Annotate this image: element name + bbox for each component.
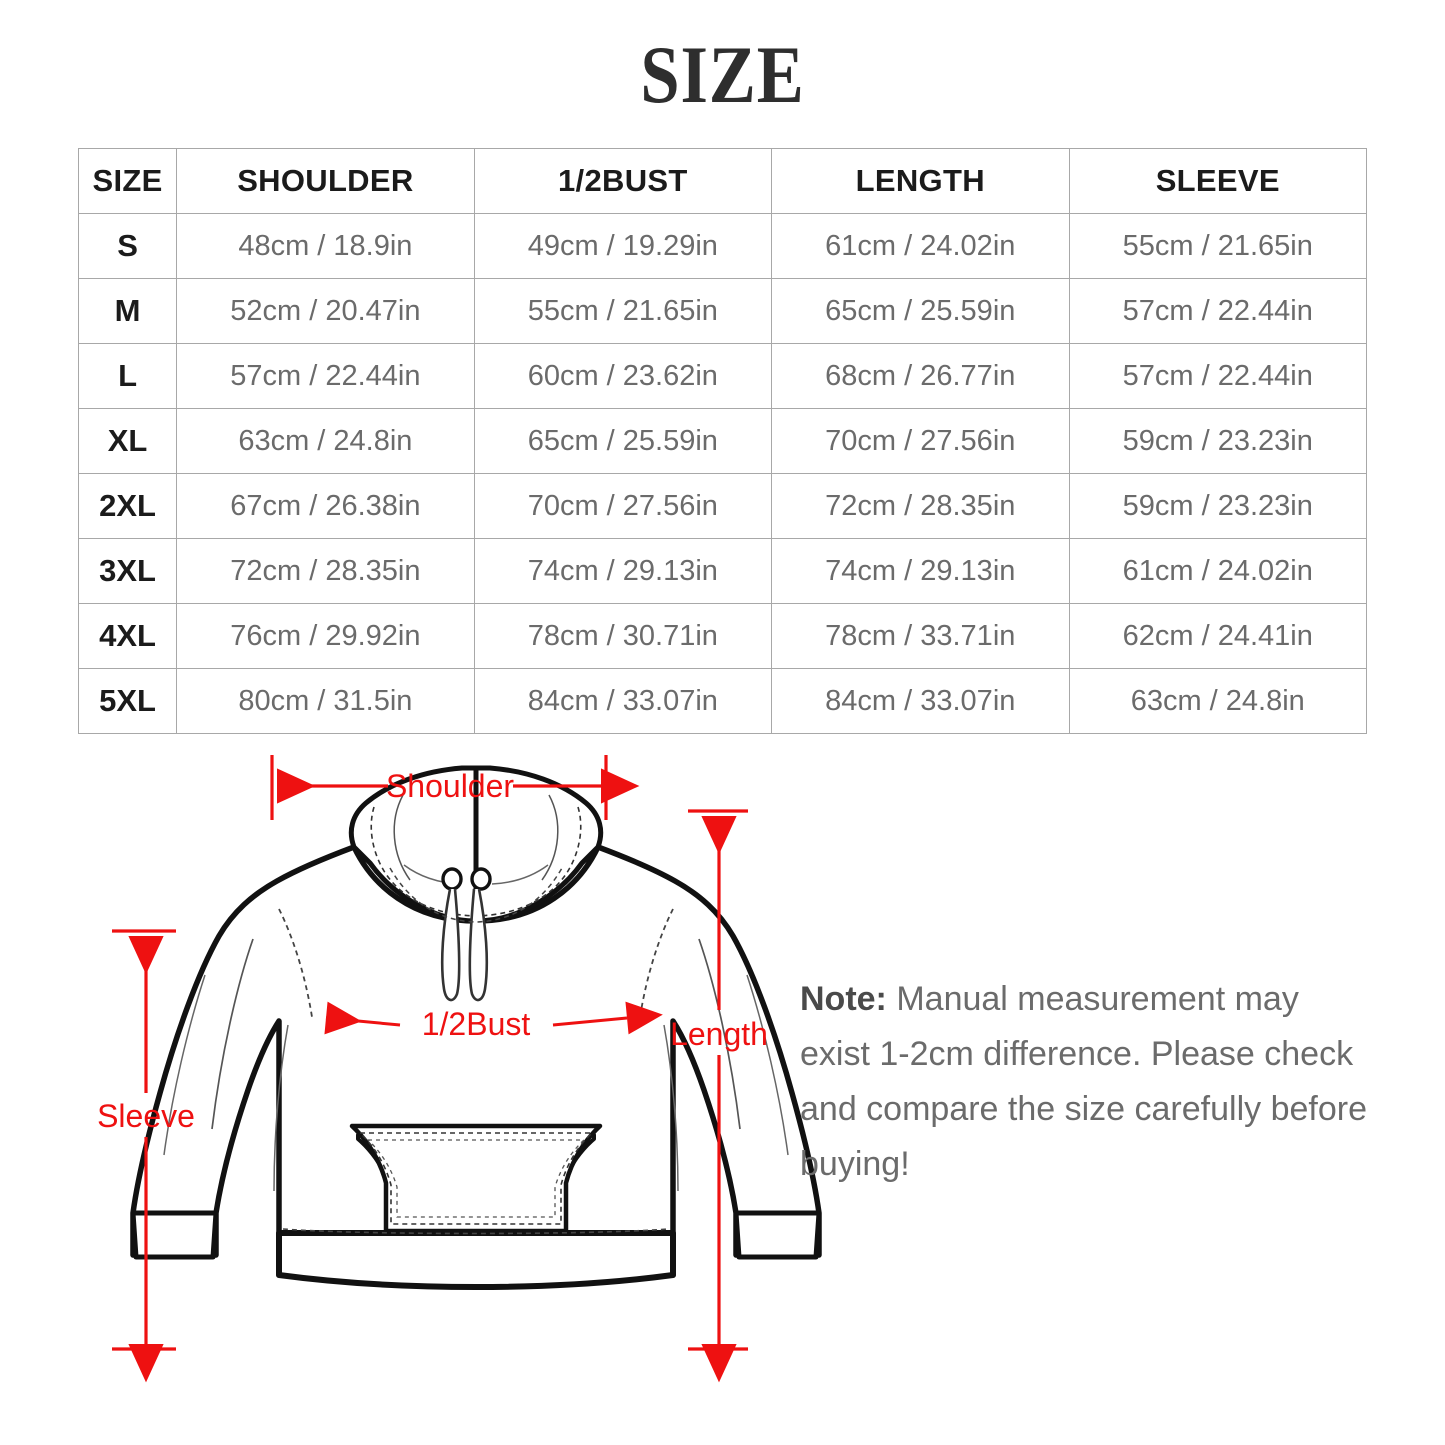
hood-right-fold (541, 794, 559, 881)
cell-sleeve: 55cm / 21.65in (1068, 213, 1367, 279)
cell-bust: 60cm / 23.62in (473, 343, 773, 409)
cell-shoulder: 63cm / 24.8in (176, 408, 475, 474)
cell-length: 78cm / 33.71in (771, 603, 1070, 669)
table-header-row: SIZE SHOULDER 1/2BUST LENGTH SLEEVE (77, 148, 1367, 214)
cell-size: S (77, 213, 178, 279)
cell-length: 84cm / 33.07in (771, 668, 1070, 734)
length-measurement-annotation: Length (670, 809, 768, 1383)
cell-shoulder: 76cm / 29.92in (176, 603, 475, 669)
cell-sleeve: 59cm / 23.23in (1068, 408, 1367, 474)
cell-bust: 74cm / 29.13in (473, 538, 773, 604)
column-header-shoulder: SHOULDER (176, 148, 475, 214)
column-header-size: SIZE (77, 148, 178, 214)
cell-sleeve: 62cm / 24.41in (1068, 603, 1367, 669)
size-chart-table: SIZE SHOULDER 1/2BUST LENGTH SLEEVE S 48… (77, 148, 1367, 734)
cell-sleeve: 63cm / 24.8in (1068, 668, 1367, 734)
drawstring-right (468, 888, 489, 1002)
cell-shoulder: 48cm / 18.9in (176, 213, 475, 279)
cell-sleeve: 57cm / 22.44in (1068, 278, 1367, 344)
page-title: SIZE (640, 29, 805, 120)
table-row: 4XL 76cm / 29.92in 78cm / 30.71in 78cm /… (77, 603, 1367, 669)
hood-left-fold (393, 794, 411, 881)
table-row: XL 63cm / 24.8in 65cm / 25.59in 70cm / 2… (77, 408, 1367, 474)
table-row: 3XL 72cm / 28.35in 74cm / 29.13in 74cm /… (77, 538, 1367, 604)
cell-shoulder: 72cm / 28.35in (176, 538, 475, 604)
body-left-drape (273, 1024, 289, 1192)
cell-sleeve: 59cm / 23.23in (1068, 473, 1367, 539)
hood-right-stitch (475, 806, 582, 917)
hood-left-stitch (370, 806, 477, 917)
body-right-drape (663, 1024, 679, 1192)
shoulder-measurement-annotation: Shoulder (270, 755, 640, 820)
cuff-left (130, 1210, 219, 1260)
kangaroo-pocket-outline (349, 1123, 603, 1234)
note-label: Note: (800, 980, 887, 1018)
cell-bust: 65cm / 25.59in (473, 408, 773, 474)
cell-bust: 78cm / 30.71in (473, 603, 773, 669)
cell-size: L (77, 343, 178, 409)
cell-length: 65cm / 25.59in (771, 278, 1070, 344)
cell-length: 72cm / 28.35in (771, 473, 1070, 539)
drawstring-eyelet-left (441, 867, 463, 891)
cell-shoulder: 80cm / 31.5in (176, 668, 475, 734)
raglan-seam-left (278, 908, 313, 1018)
sleeve-left-drape-a (211, 938, 254, 1130)
table-row: S 48cm / 18.9in 49cm / 19.29in 61cm / 24… (77, 213, 1367, 279)
cell-shoulder: 67cm / 26.38in (176, 473, 475, 539)
sleeve-left-drape-b (163, 974, 206, 1156)
bust-label: 1/2Bust (422, 1006, 531, 1042)
cell-length: 70cm / 27.56in (771, 408, 1070, 474)
sleeve-right-drape-a (698, 938, 741, 1130)
table-row: 2XL 67cm / 26.38in 70cm / 27.56in 72cm /… (77, 473, 1367, 539)
cell-shoulder: 52cm / 20.47in (176, 278, 475, 344)
cell-size: 4XL (77, 603, 178, 669)
column-header-bust: 1/2BUST (473, 148, 773, 214)
cell-size: 2XL (77, 473, 178, 539)
sleeve-right-drape-b (746, 974, 789, 1156)
shoulder-label: Shoulder (386, 768, 514, 804)
hoodie-illustration (130, 765, 822, 1290)
cell-size: XL (77, 408, 178, 474)
cell-bust: 55cm / 21.65in (473, 278, 773, 344)
cell-sleeve: 57cm / 22.44in (1068, 343, 1367, 409)
bust-arrow-right-segment (552, 1001, 663, 1035)
measurement-note: Note: Manual measurement may exist 1-2cm… (800, 972, 1370, 1192)
sleeve-label: Sleeve (97, 1098, 195, 1134)
cell-bust: 84cm / 33.07in (473, 668, 773, 734)
hoodie-body-outline (130, 844, 822, 1278)
table-row: M 52cm / 20.47in 55cm / 21.65in 65cm / 2… (77, 278, 1367, 344)
table-row: 5XL 80cm / 31.5in 84cm / 33.07in 84cm / … (77, 668, 1367, 734)
bust-arrow-left-segment (324, 1001, 401, 1035)
hoodie-measurement-diagram: Shoulder 1/2Bust Length Sleeve (0, 735, 1445, 1395)
cell-bust: 49cm / 19.29in (473, 213, 773, 279)
cell-length: 61cm / 24.02in (771, 213, 1070, 279)
cell-size: 5XL (77, 668, 178, 734)
cuff-right (733, 1210, 822, 1260)
bust-measurement-annotation: 1/2Bust (324, 1001, 663, 1042)
cell-shoulder: 57cm / 22.44in (176, 343, 475, 409)
cell-sleeve: 61cm / 24.02in (1068, 538, 1367, 604)
cell-length: 74cm / 29.13in (771, 538, 1070, 604)
cell-size: M (77, 278, 178, 344)
column-header-sleeve: SLEEVE (1068, 148, 1367, 214)
hood-right-shading (491, 864, 549, 885)
length-label: Length (670, 1016, 768, 1052)
cell-bust: 70cm / 27.56in (473, 473, 773, 539)
kangaroo-pocket-stitch (357, 1132, 595, 1225)
column-header-length: LENGTH (771, 148, 1070, 214)
cell-length: 68cm / 26.77in (771, 343, 1070, 409)
table-row: L 57cm / 22.44in 60cm / 23.62in 68cm / 2… (77, 343, 1367, 409)
cell-size: 3XL (77, 538, 178, 604)
hem-band (276, 1230, 676, 1290)
sleeve-measurement-annotation: Sleeve (97, 929, 195, 1383)
note-text: Manual measurement may exist 1-2cm diffe… (800, 980, 1367, 1184)
hem-top-stitch (282, 1228, 670, 1235)
drawstring-eyelet-right (470, 867, 492, 891)
